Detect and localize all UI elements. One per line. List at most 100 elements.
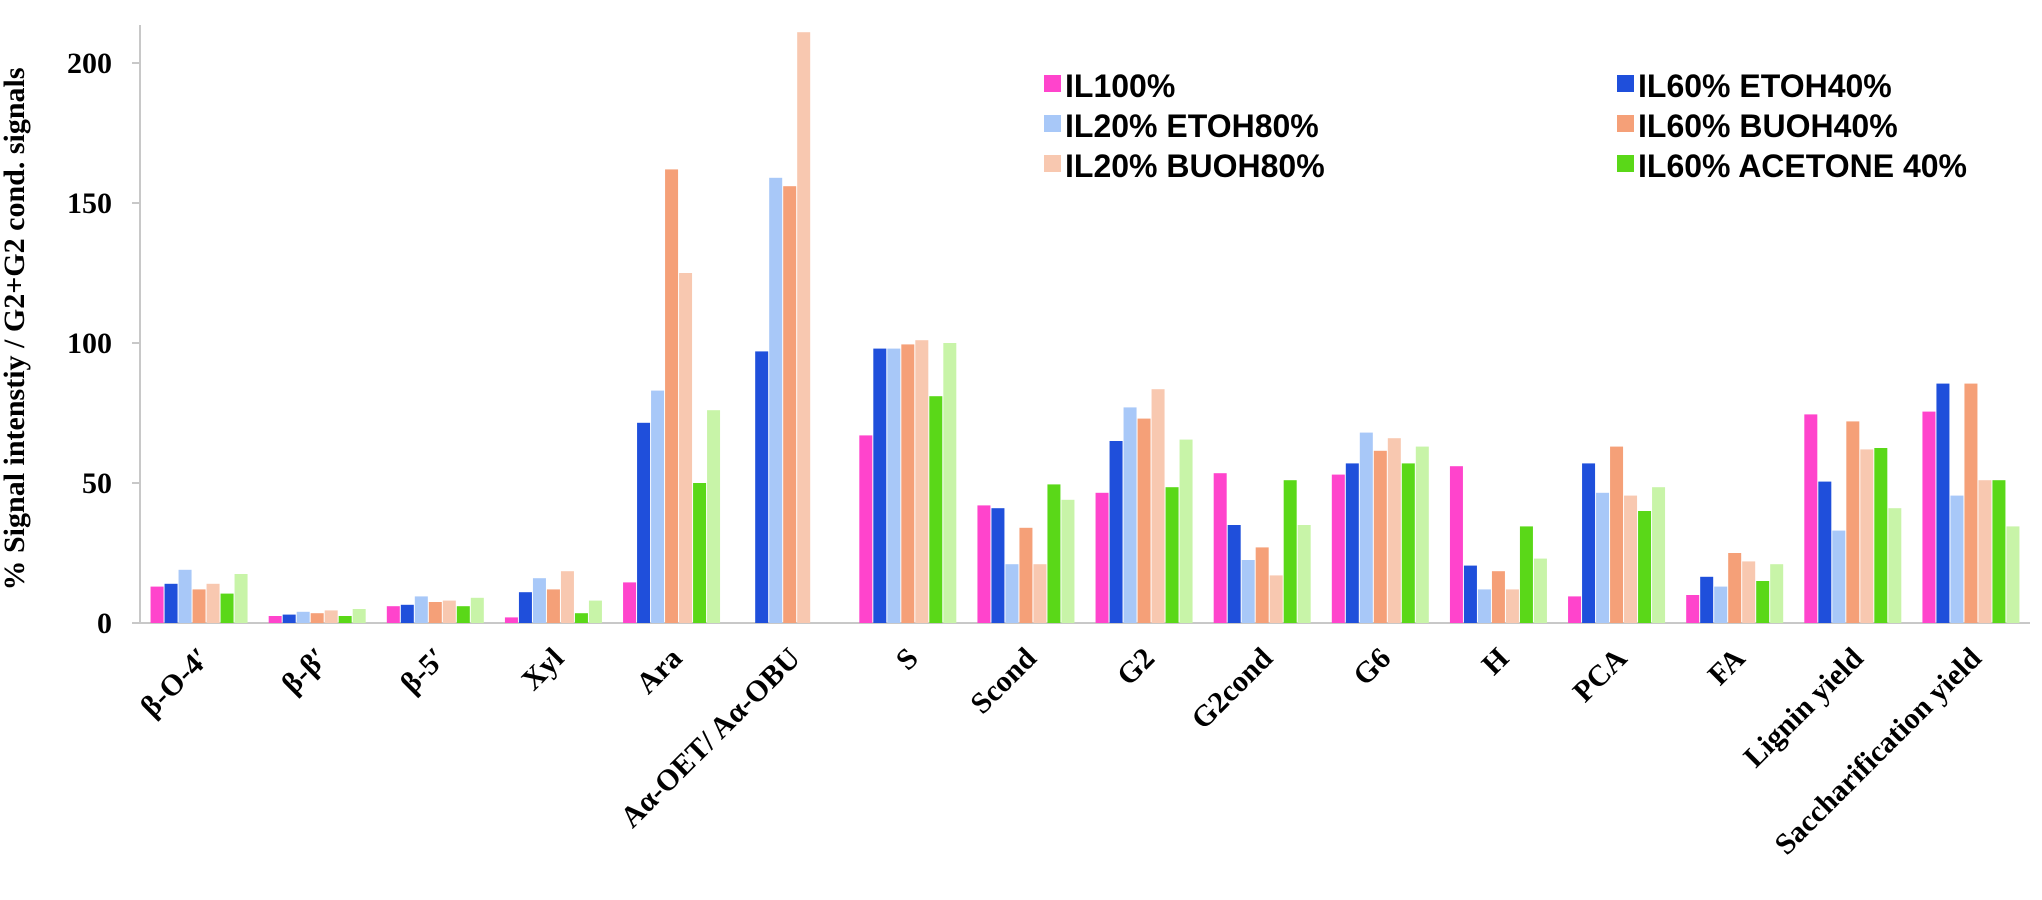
bar <box>693 483 707 623</box>
x-tick-label: PCA <box>1567 641 1634 708</box>
bar <box>1241 560 1255 623</box>
bar <box>532 578 546 623</box>
bar <box>1269 575 1283 623</box>
bar <box>797 32 811 623</box>
bars-layer <box>150 32 2020 624</box>
bar <box>1477 589 1491 623</box>
legend-label: IL20% ETOH80% <box>1065 108 1319 144</box>
legend-label: IL60% ETOH40% <box>1638 68 1892 104</box>
legend-swatch <box>1617 155 1634 172</box>
bar <box>546 589 560 623</box>
bar <box>1359 432 1373 623</box>
bar <box>1505 589 1519 623</box>
x-tick-label: H <box>1476 642 1516 682</box>
bar <box>1491 571 1505 623</box>
bar <box>707 410 721 623</box>
bar <box>2006 526 2020 623</box>
bar <box>1714 586 1728 623</box>
bar <box>560 571 574 623</box>
legend-swatch <box>1617 75 1634 92</box>
bar <box>901 344 915 623</box>
bar <box>400 604 414 623</box>
bar <box>943 343 957 623</box>
y-tick-label: 50 <box>82 467 112 500</box>
bar <box>1179 439 1193 623</box>
bar <box>1860 449 1874 623</box>
bar <box>1227 525 1241 623</box>
bar <box>1936 383 1950 623</box>
bar <box>1283 480 1297 623</box>
bar <box>873 348 887 623</box>
bar <box>1728 553 1742 623</box>
bar <box>386 606 400 623</box>
bar <box>164 583 178 623</box>
bar <box>1373 450 1387 623</box>
bar <box>442 600 456 623</box>
bar <box>755 351 769 623</box>
bar <box>1137 418 1151 623</box>
bar <box>1610 446 1624 623</box>
x-tick-label: G2 <box>1111 642 1161 692</box>
bar <box>1533 558 1547 623</box>
bar <box>504 617 518 623</box>
bar <box>268 616 282 623</box>
bar <box>1415 446 1429 623</box>
bar <box>1596 492 1610 623</box>
x-tick-label: Lignin yield <box>1737 641 1870 774</box>
bar <box>1978 480 1992 623</box>
bar <box>1463 565 1477 623</box>
bar <box>1818 481 1832 623</box>
bar <box>1165 487 1179 623</box>
bar <box>1449 466 1463 623</box>
bar <box>456 606 470 623</box>
bar <box>887 348 901 623</box>
bar <box>1964 383 1978 623</box>
x-tick-label: G2cond <box>1185 641 1279 735</box>
x-tick-label: Saccharification yield <box>1768 641 1988 861</box>
y-tick-label: 0 <box>97 607 112 640</box>
bar <box>1638 511 1652 623</box>
bar <box>859 435 873 623</box>
legend-swatch <box>1044 155 1061 172</box>
bar <box>296 611 310 623</box>
bar <box>352 609 366 623</box>
bar <box>1700 576 1714 623</box>
bar <box>1624 495 1638 623</box>
bar <box>470 597 484 623</box>
bar <box>1019 527 1033 623</box>
bar <box>282 614 296 623</box>
bar <box>665 169 679 623</box>
bar <box>588 600 602 623</box>
bar <box>1005 564 1019 623</box>
bar <box>338 616 352 623</box>
y-tick-label: 150 <box>67 187 112 220</box>
bar <box>324 610 338 623</box>
bar <box>1213 473 1227 623</box>
bar <box>1888 508 1902 623</box>
bar <box>1061 499 1075 623</box>
bar <box>414 596 428 623</box>
bar <box>1922 411 1936 623</box>
y-tick-label: 100 <box>67 327 112 360</box>
legend: IL100% IL60% ETOH40% IL20% ETOH80% IL60% BU… <box>1044 68 1967 184</box>
legend-label: IL100% <box>1065 68 1175 104</box>
bar <box>1095 492 1109 623</box>
x-tick-label: β-β′ <box>275 642 334 701</box>
bar <box>679 273 693 623</box>
bar <box>428 602 442 623</box>
bar <box>977 505 991 623</box>
bar <box>234 574 248 623</box>
bar <box>991 508 1005 623</box>
bar <box>1401 463 1415 623</box>
bar <box>192 589 206 623</box>
x-tick-label: β-5′ <box>394 642 452 700</box>
bar <box>220 593 234 623</box>
bar <box>1109 441 1123 623</box>
bar <box>1568 596 1582 623</box>
bar <box>1387 438 1401 623</box>
legend-label: IL60% ACETONE 40% <box>1638 148 1967 184</box>
bar <box>150 586 164 623</box>
bar <box>178 569 192 623</box>
